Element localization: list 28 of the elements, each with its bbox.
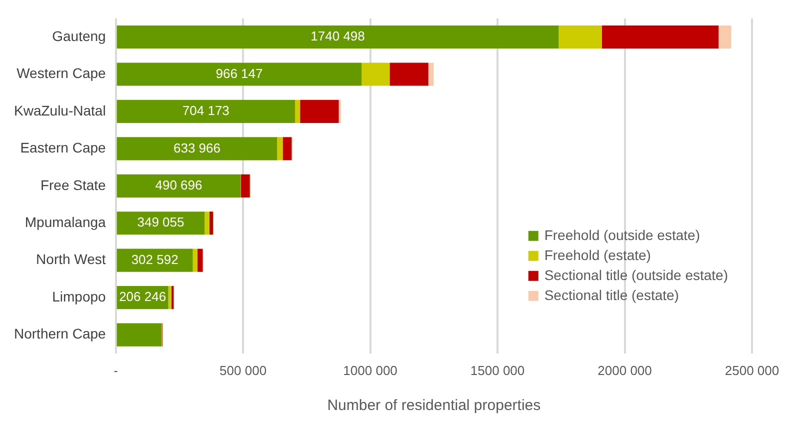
y-tick-label: Gauteng (52, 28, 106, 44)
x-tick-label: 1500 000 (470, 362, 525, 378)
legend-label: Sectional title (estate) (544, 286, 679, 303)
x-tick-label: 2500 000 (724, 362, 780, 378)
y-tick-label: Mpumalanga (24, 214, 106, 230)
data-label: 1740 498 (310, 28, 365, 44)
y-tick-label: Limpopo (52, 288, 106, 304)
x-tick-label: 1000 000 (343, 362, 398, 378)
y-tick-label: Free State (40, 176, 106, 193)
data-label: 704 173 (182, 103, 230, 118)
data-label: 966 147 (216, 66, 263, 81)
x-axis-title: Number of residential properties (327, 397, 541, 414)
data-label: 206 246 (119, 289, 166, 304)
data-label: 349 055 (137, 214, 184, 230)
x-tick-label: - (114, 362, 118, 378)
x-tick-label: 500 000 (220, 362, 267, 378)
y-tick-label: Northern Cape (14, 326, 106, 342)
data-label: 633 966 (173, 140, 220, 156)
data-label: 490 696 (155, 177, 202, 192)
legend-label: Sectional title (outside estate) (544, 266, 728, 283)
x-tick-label: 2000 000 (598, 362, 652, 378)
legend-label: Freehold (outside estate) (544, 226, 700, 243)
y-tick-label: KwaZulu-Natal (14, 102, 106, 118)
y-tick-label: North West (36, 251, 106, 268)
legend-label: Freehold (estate) (544, 246, 651, 263)
y-tick-label: Eastern Cape (20, 140, 106, 156)
data-label: 302 592 (131, 252, 178, 267)
y-tick-label: Western Cape (16, 65, 106, 82)
